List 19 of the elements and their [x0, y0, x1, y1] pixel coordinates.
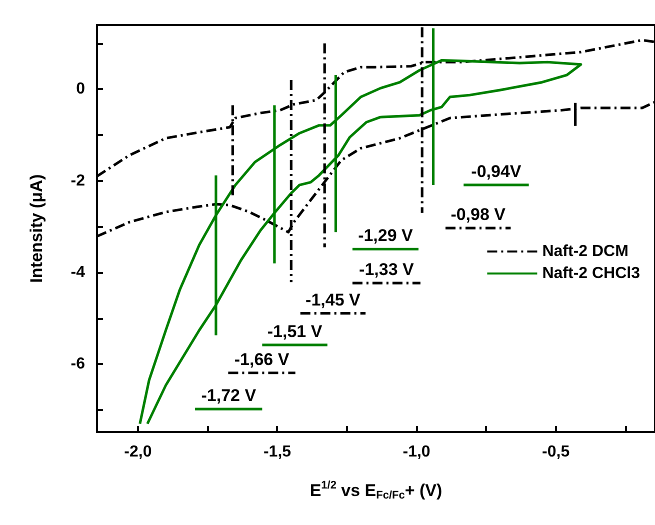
x-tick-label: -1,0	[402, 444, 430, 460]
y-tick-label: -4	[70, 264, 86, 281]
annotation: -1,33 V	[359, 260, 415, 280]
x-tick-label: -2,0	[124, 444, 152, 460]
x-tick-label: -1,5	[263, 444, 292, 460]
y-tick-label: -2	[70, 172, 86, 190]
annotation: -0,98 V	[450, 205, 506, 224]
annotation: -1,72 V	[201, 386, 257, 406]
y-tick-label: -6	[70, 356, 86, 373]
annotation: -1,29 V	[358, 226, 414, 246]
y-tick-label: 0	[76, 80, 86, 98]
x-tick-label: -0,5	[542, 444, 570, 460]
annotation: -1,66 V	[234, 350, 290, 369]
legend-label: Naft-2 DCM	[542, 243, 628, 260]
y-axis-title: Intensity (μA)	[27, 174, 46, 283]
legend-label: Naft-2 CHCl3	[542, 265, 640, 282]
annotation: -0,94V	[471, 162, 522, 181]
annotation: -1,45 V	[306, 290, 362, 310]
annotation: -1,51 V	[267, 322, 323, 341]
